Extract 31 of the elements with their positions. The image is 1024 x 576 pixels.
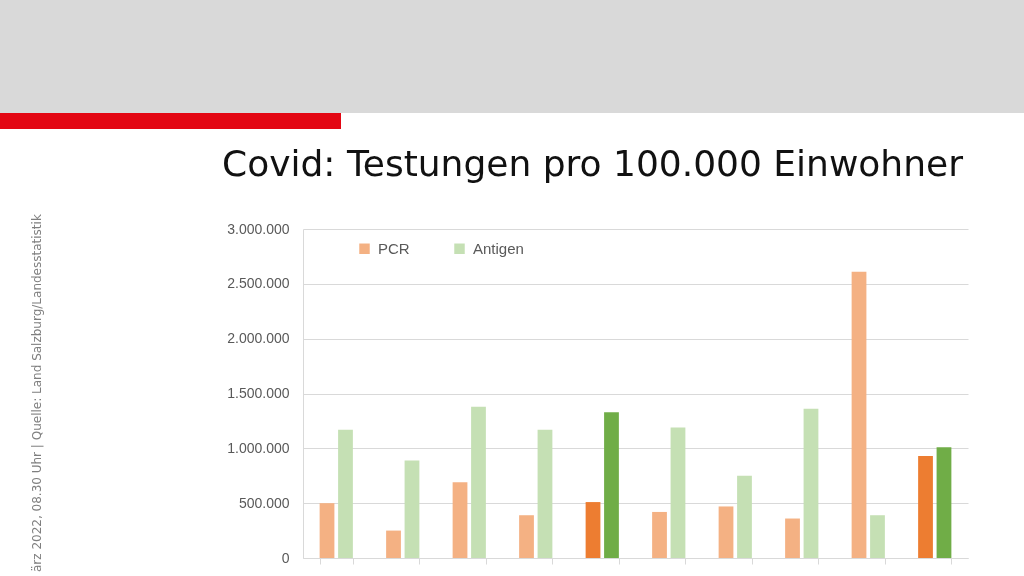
bar	[851, 271, 867, 558]
bar	[386, 530, 401, 558]
bar	[519, 515, 534, 558]
y-tick-label: 2.500.000	[227, 275, 290, 292]
bar	[404, 460, 420, 558]
bar	[870, 515, 885, 558]
bar	[918, 456, 933, 558]
y-tick-label: 500.000	[238, 494, 290, 511]
y-tick-label: 1.500.000	[227, 385, 290, 401]
text: ärz 2022, 08.30 Uhr | Quelle: Land Salzburg/Landesstatistik	[30, 214, 44, 572]
legend-label: Antigen	[473, 239, 524, 257]
bar	[319, 503, 335, 558]
bar	[537, 429, 553, 558]
bar	[785, 518, 800, 558]
y-tick-label: 1.000.000	[227, 439, 290, 456]
bar	[936, 447, 952, 558]
bar	[718, 506, 734, 558]
bar	[604, 412, 619, 558]
y-tick-label: 0	[281, 549, 290, 566]
y-tick-label: 3.000.000	[227, 220, 290, 237]
y-tick-label: 2.000.000	[227, 330, 290, 347]
bar	[737, 475, 752, 558]
bar	[803, 408, 819, 558]
bar	[338, 429, 353, 558]
legend-label: PCR	[378, 239, 410, 257]
bar	[652, 511, 667, 558]
bar	[452, 482, 468, 558]
bar	[670, 427, 686, 558]
bar	[471, 406, 486, 558]
chart-title: Covid: Testungen pro 100.000 Einwohner	[222, 142, 963, 186]
bar	[585, 502, 601, 558]
